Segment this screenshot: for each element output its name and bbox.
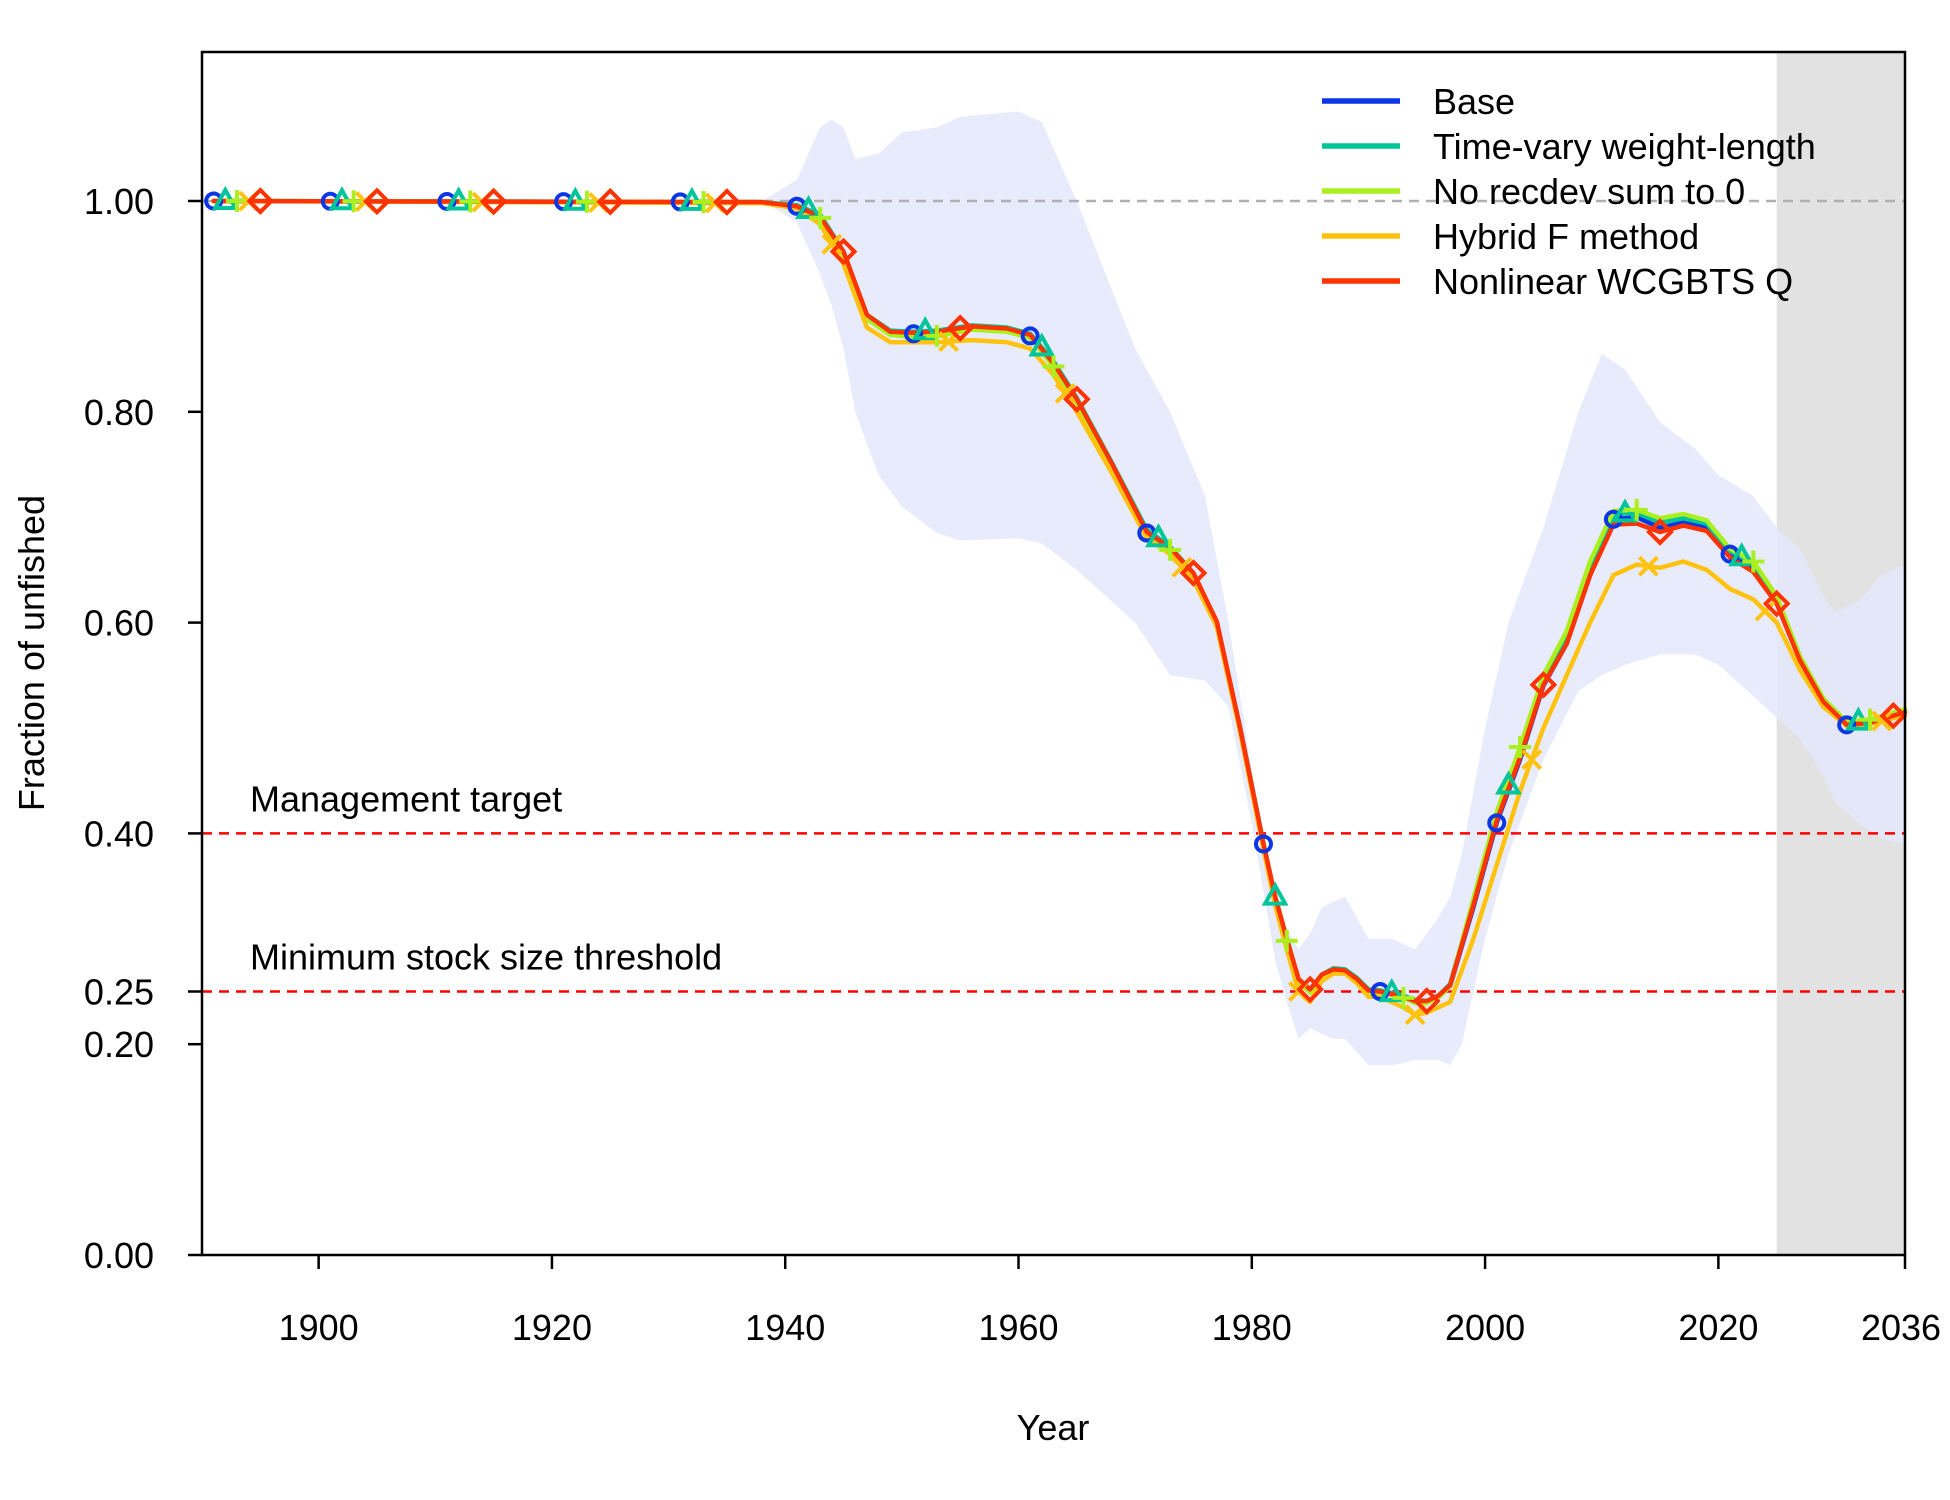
series-3-marker-11 xyxy=(1521,749,1543,771)
series-3-marker-13 xyxy=(1754,600,1776,622)
legend-label-3: Hybrid F method xyxy=(1433,216,1699,257)
series-2-marker-0 xyxy=(225,190,248,213)
series-markers xyxy=(204,185,1908,1026)
series-1-marker-11 xyxy=(1495,770,1522,795)
series-4-marker-10 xyxy=(1412,987,1441,1015)
series-4-marker-11 xyxy=(1529,670,1558,699)
plot-frame xyxy=(200,50,1907,1257)
series-0-marker-11 xyxy=(1487,813,1507,833)
series-2-marker-12 xyxy=(1625,498,1648,521)
series-2-marker-1 xyxy=(342,190,365,213)
series-1-marker-6 xyxy=(911,316,939,341)
series-1-marker-4 xyxy=(678,186,706,211)
series-2-marker-8 xyxy=(1159,538,1182,561)
x-tick-label-3: 1960 xyxy=(978,1307,1058,1348)
series-0-marker-7 xyxy=(1020,326,1040,346)
series-3-marker-8 xyxy=(1171,556,1193,578)
series-1-marker-8 xyxy=(1145,523,1172,548)
y-tick-label-1: 0.20 xyxy=(84,1024,154,1065)
series-0-marker-14 xyxy=(1837,715,1857,735)
x-tick-label-2: 1940 xyxy=(745,1307,825,1348)
y-axis: 0.00 0.20 0.25 0.40 0.60 0.80 1.00 xyxy=(84,181,202,1276)
series-4-marker-4 xyxy=(713,188,741,216)
series-1-marker-7 xyxy=(1028,332,1056,357)
series-4-marker-1 xyxy=(363,187,391,216)
series-1-marker-13 xyxy=(1728,542,1756,567)
series-2-marker-9 xyxy=(1275,929,1298,952)
series-4-marker-0 xyxy=(246,187,275,215)
y-axis-label: Fraction of unfished xyxy=(11,495,52,811)
reference-lines: Management target Minimum stock size thre… xyxy=(202,199,1905,993)
reference-line-label-2: Minimum stock size threshold xyxy=(250,937,722,978)
y-tick-label-6: 1.00 xyxy=(84,181,154,222)
series-1-marker-9 xyxy=(1261,881,1289,906)
reference-line-label-1: Management target xyxy=(250,778,562,819)
series-1-marker-1 xyxy=(328,186,356,211)
series-2-marker-3 xyxy=(575,190,598,213)
series-2-marker-11 xyxy=(1509,735,1532,758)
x-tick-label-5: 2000 xyxy=(1445,1307,1525,1348)
series-4-marker-5 xyxy=(829,237,858,266)
x-axis-label: Year xyxy=(1017,1407,1090,1448)
y-tick-label-4: 0.60 xyxy=(84,603,154,644)
series-4-marker-8 xyxy=(1179,559,1208,587)
series-0-marker-9 xyxy=(1253,834,1273,854)
series-2-marker-14 xyxy=(1859,708,1882,731)
series-1-marker-10 xyxy=(1378,977,1406,1003)
x-tick-label-4: 1980 xyxy=(1212,1307,1292,1348)
series-3-marker-12 xyxy=(1637,555,1659,577)
series-2-marker-4 xyxy=(692,190,715,213)
series-1-marker-0 xyxy=(211,185,239,211)
series-4-marker-7 xyxy=(1063,385,1091,413)
series-4-marker-14 xyxy=(1879,701,1908,730)
x-tick-label-0: 1900 xyxy=(279,1307,359,1348)
series-2-marker-13 xyxy=(1742,550,1765,573)
x-tick-label-6: 2020 xyxy=(1678,1307,1758,1348)
series-line-3 xyxy=(211,198,1908,1017)
series-2-marker-7 xyxy=(1042,355,1065,378)
series-4-marker-13 xyxy=(1762,589,1791,618)
legend-label-2: No recdev sum to 0 xyxy=(1433,171,1745,212)
series-0-marker-6 xyxy=(904,324,924,344)
legend-label-1: Time-vary weight-length xyxy=(1433,126,1816,167)
series-3-marker-7 xyxy=(1054,382,1076,404)
series-1-marker-5 xyxy=(795,194,822,219)
series-4-marker-6 xyxy=(946,314,975,343)
series-1-marker-2 xyxy=(445,186,473,211)
legend-label-4: Nonlinear WCGBTS Q xyxy=(1433,261,1793,302)
series-4-marker-2 xyxy=(479,187,508,216)
x-tick-label-1: 1920 xyxy=(512,1307,592,1348)
series-4-marker-3 xyxy=(596,187,625,216)
y-tick-label-0: 0.00 xyxy=(84,1235,154,1276)
y-tick-label-2: 0.25 xyxy=(84,972,154,1013)
x-tick-label-7: 2036 xyxy=(1861,1307,1941,1348)
series-2-marker-2 xyxy=(459,190,482,213)
series-3-marker-14 xyxy=(1871,710,1893,732)
series-2-marker-5 xyxy=(809,206,832,229)
y-tick-label-5: 0.80 xyxy=(84,392,154,433)
y-tick-label-3: 0.40 xyxy=(84,813,154,854)
series-4-marker-12 xyxy=(1646,518,1674,546)
series-3-marker-5 xyxy=(821,233,843,255)
series-1-marker-3 xyxy=(561,186,589,211)
series-2-marker-10 xyxy=(1392,986,1415,1009)
series-4-marker-9 xyxy=(1296,975,1324,1004)
x-axis: 1900 1920 1940 1960 1980 2000 2020 2036 xyxy=(279,1255,1941,1348)
legend-label-0: Base xyxy=(1433,81,1515,122)
